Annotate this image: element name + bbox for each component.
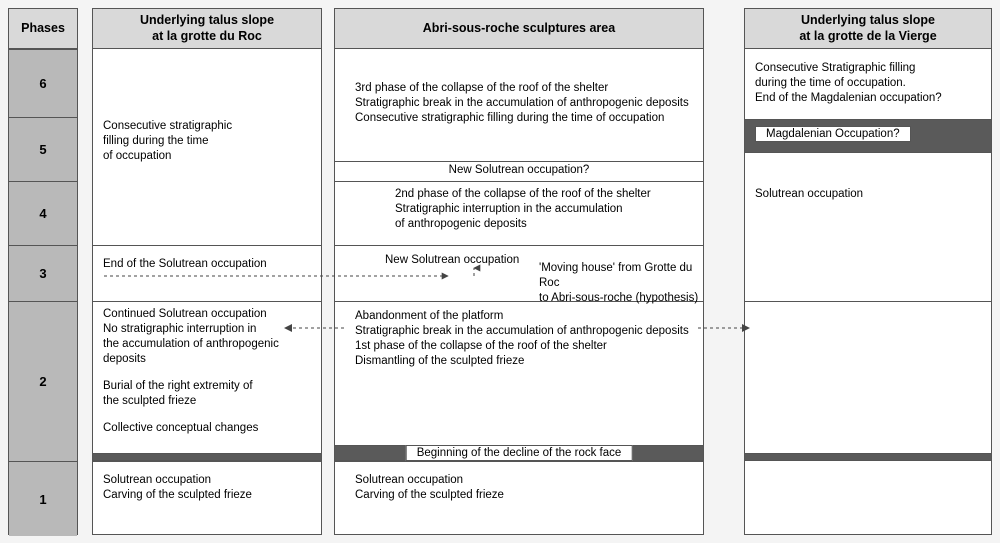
vierge-text-p6: Consecutive Stratigraphic fillingduring … — [745, 61, 952, 106]
abri-header-text: Abri-sous-roche sculptures area — [423, 21, 615, 37]
roc-line-1top — [93, 461, 321, 462]
phase-cell-1: 1 — [9, 461, 77, 536]
column-roc: Underlying talus slopeat la grotte du Ro… — [92, 8, 322, 535]
roc-text-p2c: Collective conceptual changes — [93, 421, 268, 436]
roc-text-p2a: Continued Solutrean occupationNo stratig… — [93, 307, 289, 367]
vierge-header-text: Underlying talus slopeat la grotte de la… — [799, 13, 936, 44]
vierge-magd-label: Magdalenian Occupation? — [755, 126, 911, 142]
roc-text-p56: Consecutive stratigraphicfilling during … — [93, 119, 242, 164]
phase-cell-4: 4 — [9, 181, 77, 245]
abri-text-p2: Abandonment of the platformStratigraphic… — [345, 309, 703, 369]
vierge-header: Underlying talus slopeat la grotte de la… — [745, 9, 991, 49]
abri-text-p56: 3rd phase of the collapse of the roof of… — [345, 81, 703, 126]
roc-line-2top — [93, 301, 321, 302]
column-vierge: Underlying talus slopeat la grotte de la… — [744, 8, 992, 535]
vierge-text-p4: Solutrean occupation — [745, 187, 873, 202]
abri-line-1top — [335, 461, 703, 462]
roc-text-p3: End of the Solutrean occupation — [93, 257, 277, 272]
column-abri: Abri-sous-roche sculptures area 3rd phas… — [334, 8, 704, 535]
roc-darkbar — [93, 453, 321, 461]
phases-header: Phases — [9, 9, 77, 49]
stratigraphy-diagram: Phases 6 5 4 3 2 1 Underlying talus slop… — [8, 8, 992, 535]
phases-column: Phases 6 5 4 3 2 1 — [8, 8, 78, 535]
abri-line-4top — [335, 181, 703, 182]
abri-line-a — [335, 161, 703, 162]
roc-text-p2b: Burial of the right extremity ofthe scul… — [93, 379, 263, 409]
phase-cell-5: 5 — [9, 117, 77, 181]
roc-header-text: Underlying talus slopeat la grotte du Ro… — [140, 13, 274, 44]
phase-cell-6: 6 — [9, 49, 77, 117]
roc-text-p1: Solutrean occupationCarving of the sculp… — [93, 473, 262, 503]
phase-cell-3: 3 — [9, 245, 77, 301]
abri-text-p3b: 'Moving house' from Grotte du Rocto Abri… — [535, 261, 703, 306]
abri-new-solutrean-q: New Solutrean occupation? — [335, 163, 703, 178]
roc-header: Underlying talus slopeat la grotte du Ro… — [93, 9, 321, 49]
abri-text-p4: 2nd phase of the collapse of the roof of… — [385, 187, 703, 232]
abri-decline-label: Beginning of the decline of the rock fac… — [406, 445, 633, 461]
abri-text-p1: Solutrean occupationCarving of the sculp… — [345, 473, 514, 503]
abri-header: Abri-sous-roche sculptures area — [335, 9, 703, 49]
vierge-line-2top — [745, 301, 991, 302]
abri-text-p3a: New Solutrean occupation — [375, 253, 529, 268]
roc-line-3top — [93, 245, 321, 246]
abri-line-3top — [335, 245, 703, 246]
phase-cell-2: 2 — [9, 301, 77, 461]
vierge-darkbar-bottom — [745, 453, 991, 461]
